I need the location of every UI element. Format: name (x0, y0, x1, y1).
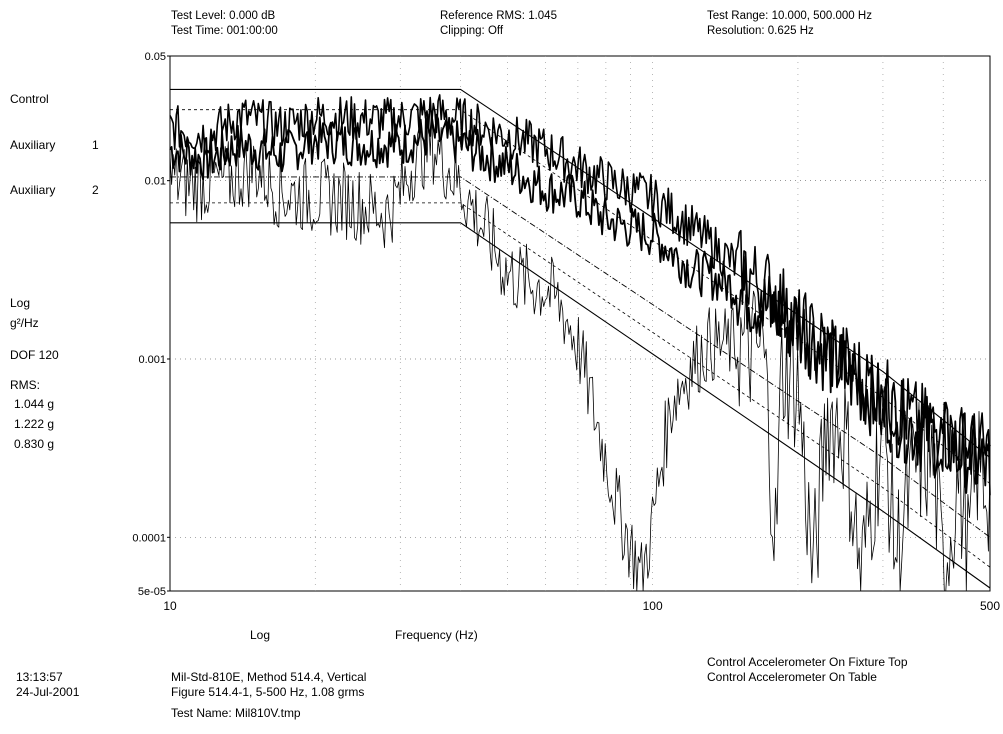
series-auxiliary-1 (169, 94, 991, 496)
clipping-status: Clipping: Off (440, 25, 504, 37)
x-tick-label: 10 (163, 599, 177, 613)
rms-control: 1.044 g (14, 397, 55, 411)
test-description-line1: Mil-Std-810E, Method 514.4, Vertical (171, 670, 367, 684)
control-label: Control (10, 92, 49, 106)
auxiliary-2-label: Auxiliary (10, 183, 56, 197)
y-tick-label: 0.001 (138, 354, 166, 366)
x-scale-label: Log (250, 628, 271, 642)
log-label: Log (10, 296, 31, 310)
plot-frame (169, 55, 991, 592)
resolution: Resolution: 0.625 Hz (707, 25, 814, 37)
auxiliary-1-number: 1 (92, 138, 99, 152)
series-alarm-lower (170, 202, 991, 568)
auxiliary-1-label: Auxiliary (10, 138, 56, 152)
y-tick-label: 0.0001 (132, 532, 166, 544)
test-name: Test Name: Mil810V.tmp (171, 706, 301, 720)
footer-time: 13:13:57 (16, 670, 63, 684)
y-tick-label: 0.01 (145, 176, 166, 188)
rms-auxiliary-2: 0.830 g (14, 437, 55, 451)
dof-label: DOF 120 (10, 348, 59, 362)
series-auxiliary-2 (169, 110, 991, 592)
unit-label: g²/Hz (10, 316, 39, 330)
test-range: Test Range: 10.000, 500.000 Hz (707, 10, 872, 22)
test-time: Test Time: 001:00:00 (171, 25, 278, 37)
x-tick-label: 500 (980, 599, 1000, 613)
test-description-line2: Figure 514.4-1, 5-500 Hz, 1.08 grms (171, 685, 365, 699)
series-abort-upper (170, 88, 991, 459)
x-tick-label: 100 (643, 599, 663, 613)
rms-auxiliary-1: 1.222 g (14, 417, 55, 431)
accelerometer-note-2: Control Accelerometer On Table (707, 670, 877, 684)
y-tick-label: 0.05 (145, 51, 166, 63)
test-level: Test Level: 0.000 dB (171, 10, 276, 22)
accelerometer-note-1: Control Accelerometer On Fixture Top (707, 655, 908, 669)
x-axis-label: Frequency (Hz) (395, 628, 478, 642)
rms-label: RMS: (10, 378, 40, 392)
footer-date: 24-Jul-2001 (16, 685, 80, 699)
auxiliary-2-number: 2 (92, 183, 99, 197)
series-reference (170, 176, 991, 538)
reference-rms: Reference RMS: 1.045 (440, 10, 557, 22)
y-tick-label: 5e-05 (138, 586, 166, 598)
